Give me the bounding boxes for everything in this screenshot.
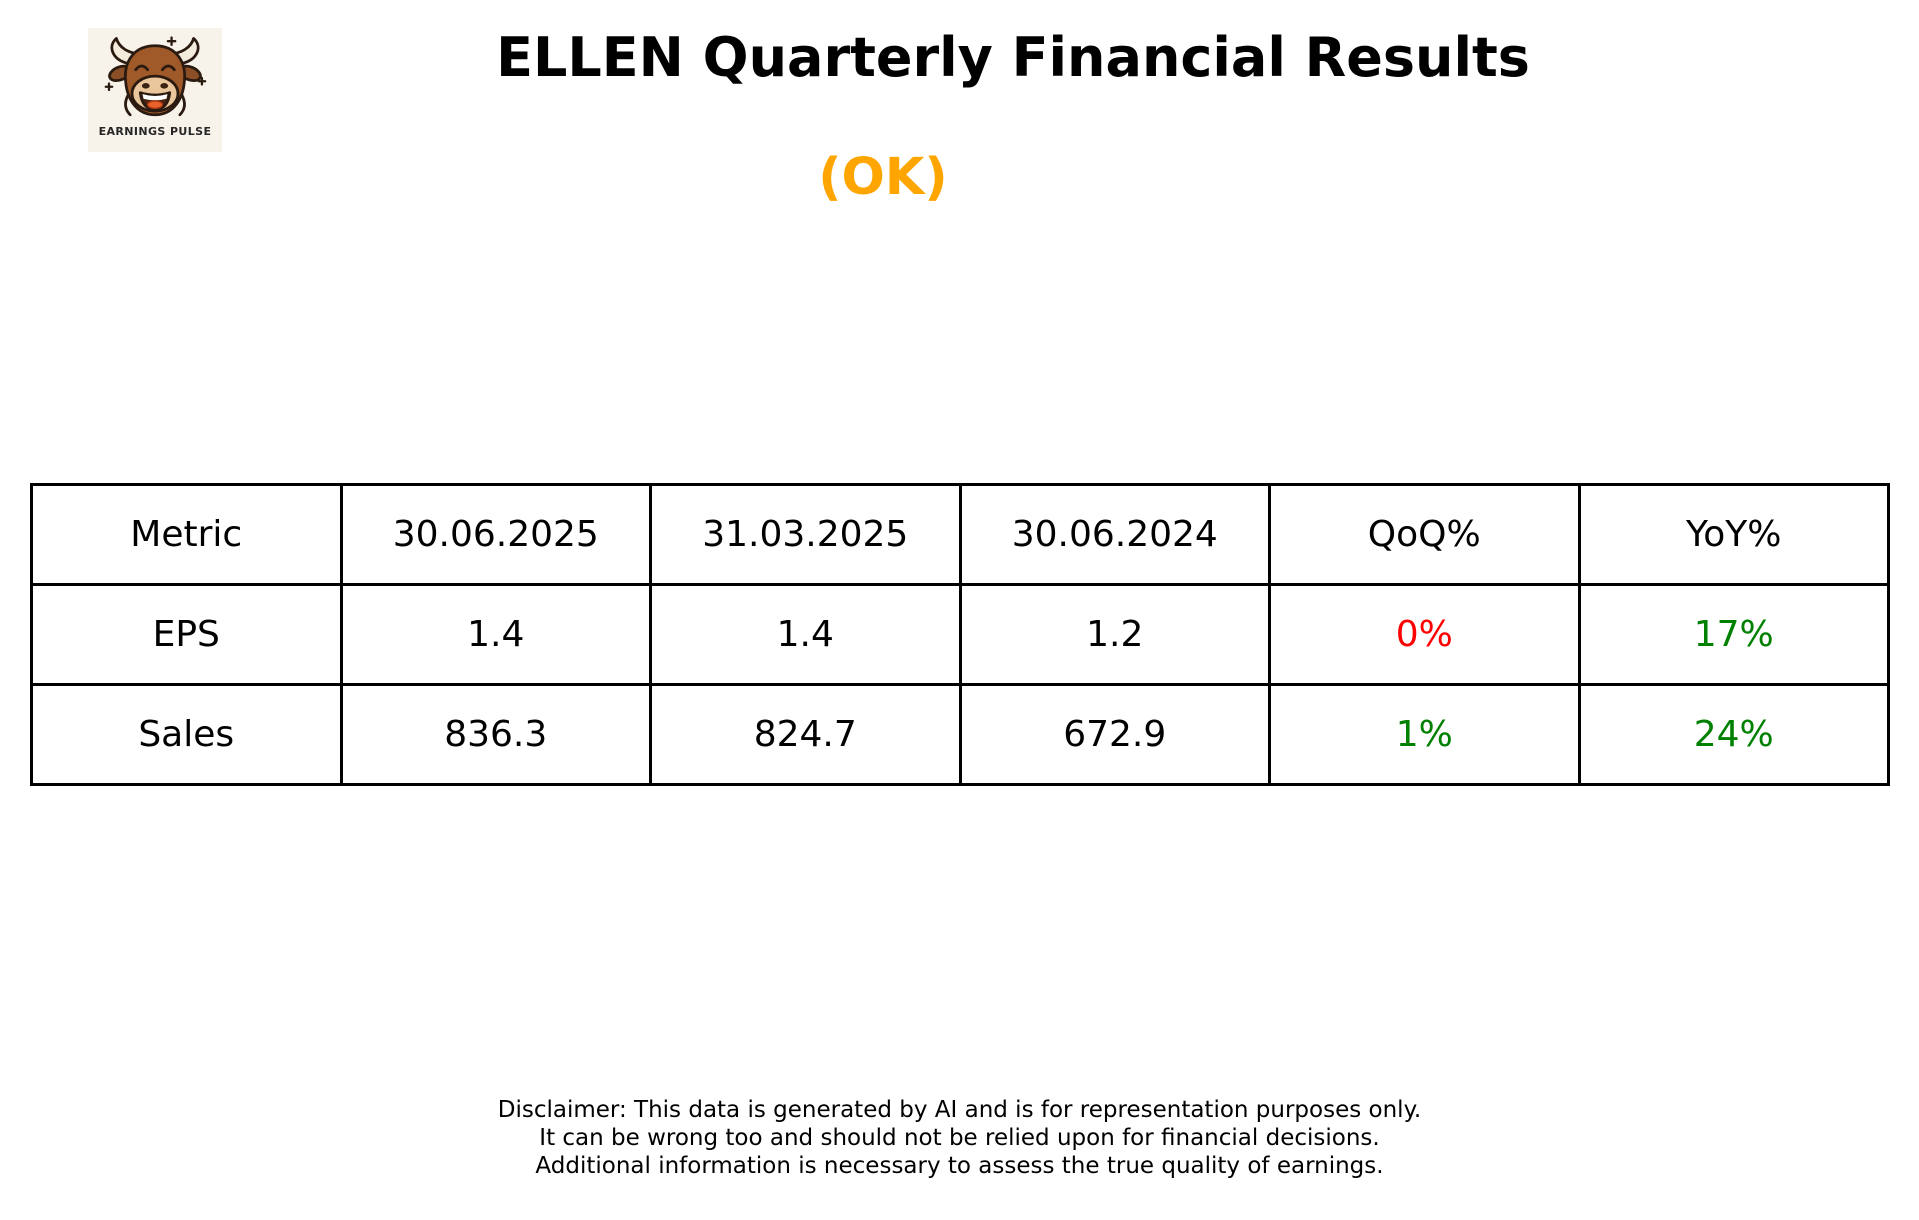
sales-qoq-cell: 1% xyxy=(1268,683,1581,786)
sales-metric-cell: Sales xyxy=(30,683,343,786)
sales-yoy-cell: 24% xyxy=(1577,683,1890,786)
verdict-badge: (OK) xyxy=(818,148,948,207)
col-header-yoy: YoY% xyxy=(1577,483,1890,586)
disclaimer-line: Additional information is necessary to a… xyxy=(535,1153,1384,1179)
financial-results-table: Metric 30.06.2025 31.03.2025 30.06.2024 … xyxy=(30,483,1890,786)
col-header-qoq: QoQ% xyxy=(1268,483,1581,586)
table-row-eps: EPS 1.4 1.4 1.2 0% 17% xyxy=(30,583,1890,686)
disclaimer-text: Disclaimer: This data is generated by AI… xyxy=(0,1096,1919,1180)
eps-value-cell: 1.4 xyxy=(339,583,652,686)
eps-yoy-cell: 17% xyxy=(1577,583,1890,686)
page-title: ELLEN Quarterly Financial Results xyxy=(496,26,1530,89)
table-row-sales: Sales 836.3 824.7 672.9 1% 24% xyxy=(30,683,1890,786)
sales-value-cell: 672.9 xyxy=(958,683,1271,786)
earnings-pulse-logo: EARNINGS PULSE xyxy=(88,28,222,152)
col-header-q-current: 30.06.2025 xyxy=(339,483,652,586)
eps-value-cell: 1.4 xyxy=(649,583,962,686)
col-header-q-previous: 31.03.2025 xyxy=(649,483,962,586)
eps-value-cell: 1.2 xyxy=(958,583,1271,686)
col-header-metric: Metric xyxy=(30,483,343,586)
laughing-bull-icon xyxy=(104,36,207,117)
eps-qoq-cell: 0% xyxy=(1268,583,1581,686)
sales-value-cell: 836.3 xyxy=(339,683,652,786)
disclaimer-line: It can be wrong too and should not be re… xyxy=(539,1125,1380,1151)
eps-metric-cell: EPS xyxy=(30,583,343,686)
col-header-q-yearago: 30.06.2024 xyxy=(958,483,1271,586)
logo-brand-text: EARNINGS PULSE xyxy=(98,125,212,138)
table-header-row: Metric 30.06.2025 31.03.2025 30.06.2024 … xyxy=(30,483,1890,586)
sales-value-cell: 824.7 xyxy=(649,683,962,786)
disclaimer-line: Disclaimer: This data is generated by AI… xyxy=(497,1097,1422,1123)
